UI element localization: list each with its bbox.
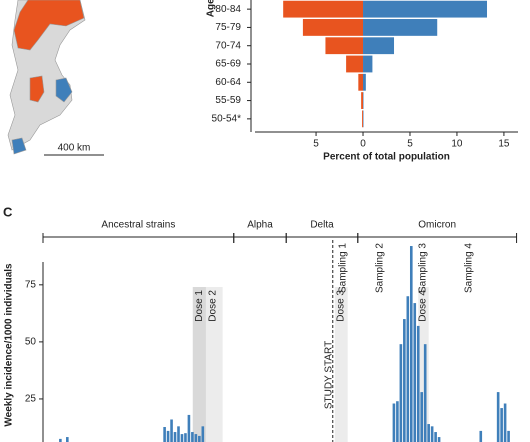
period-label: Delta [310,220,334,231]
bar [302,19,364,36]
bar [406,296,410,442]
map-region [13,0,85,51]
dose-band [205,287,223,442]
bar [363,19,438,36]
x-tick-label: 0 [360,139,366,150]
x-tick-label: 10 [451,139,463,150]
period-label: Alpha [247,220,273,231]
dose-label: Dose 2 [208,290,219,322]
period-label: Omicron [418,220,456,231]
y-tick-label: 55-59 [215,95,241,106]
bar [409,246,413,442]
bar [496,392,500,442]
bar [177,426,180,442]
y-tick-label: 65-69 [215,59,241,70]
y-tick-label: 50 [25,337,37,348]
bar [503,403,507,442]
bar [416,325,420,442]
bar [392,403,396,442]
dose-label: Dose 1 [194,290,205,322]
x-tick-label: 5 [407,139,413,150]
bar [420,392,424,442]
map-region [29,75,45,103]
bar [358,73,364,91]
bar [361,92,364,109]
map-region [55,77,73,103]
bar [423,344,427,442]
bar [363,55,373,73]
bar [399,344,403,442]
sampling-label: Sampling 1 [337,243,348,293]
bar [184,433,187,442]
bar [430,426,434,442]
study-start-label: STUDY START [323,341,334,409]
x-tick-label: 15 [498,139,510,150]
dose-band [192,287,206,442]
map-region [11,137,27,155]
period-label: Ancestral strains [101,220,175,231]
x-tick-label: 5 [313,139,319,150]
sampling-label: Sampling 3 [418,243,429,293]
sampling-label: Sampling 4 [464,243,475,293]
bar [363,73,366,91]
bar [201,426,205,442]
bar [434,432,437,442]
dose-label: Dose 3 [335,290,346,322]
bar [413,303,417,442]
y-tick-label: 80-84 [215,4,241,15]
bar [403,319,406,442]
bar [166,430,170,442]
dose-band [334,287,348,442]
bar [180,434,184,442]
bar [507,430,510,442]
incidence-chart: Dose 1 Dose 2 Dose 3 Dose 4 25 50 75 Weekly inc… [4,220,518,442]
bar [437,437,441,442]
y-axis-title: Weekly incidence/1000 individuals [4,263,15,427]
y-axis-title: Age (years) [206,0,217,17]
bar [198,435,201,442]
bar [173,432,177,442]
bar [283,0,364,18]
y-tick-label: 70-74 [215,40,241,51]
bar [479,430,483,442]
bar [500,408,503,442]
bar [396,401,399,442]
scale-label: 400 km [58,143,91,154]
y-tick-label: 75-79 [215,22,241,33]
bar [363,37,395,55]
bar [362,110,364,128]
bar [187,414,191,442]
bar [346,55,364,73]
map: 400 km [7,0,104,156]
pyramid-chart: 80-84 75-79 70-74 65-69 60-64 55-59 50-54* 5 0 5 1… [206,0,518,163]
y-tick-label: 25 [25,394,37,405]
bar [191,432,194,442]
y-tick-label: 50-54* [212,113,242,124]
bar [66,437,69,442]
bar [325,37,364,55]
bar [59,438,62,442]
bar [194,434,198,442]
x-axis-title: Percent of total population [323,152,450,163]
y-tick-label: 60-64 [215,77,241,88]
bar [163,427,166,442]
bar [363,0,488,18]
bar [170,419,173,442]
bar [427,424,430,442]
dose-label: Dose 4 [418,290,429,322]
sampling-label: Sampling 2 [375,243,386,293]
y-tick-label: 75 [25,279,37,290]
dose-band [418,287,429,442]
panel-label: C [3,204,13,219]
